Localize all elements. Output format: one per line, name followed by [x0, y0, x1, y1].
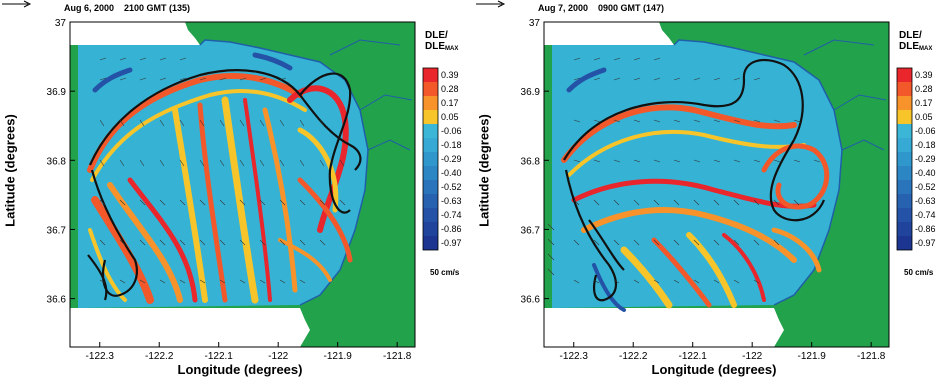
scale-label: 50 cm/s [904, 268, 934, 277]
y-tick-label: 37 [55, 18, 67, 29]
panel-title: Aug 7, 2000 0900 GMT (147) [538, 3, 665, 13]
x-tick-label: -121.8 [383, 351, 412, 362]
y-tick-label: 36.6 [521, 295, 541, 306]
x-tick-label: -122 [268, 351, 288, 362]
y-tick-label: 36.9 [521, 87, 541, 98]
colorbar-title: DLE/ DLEMAX [899, 30, 932, 55]
y-tick-label: 36.6 [47, 295, 67, 306]
y-tick-label: 36.8 [521, 156, 541, 167]
velocity-arrows [99, 57, 346, 284]
scale-arrow-icon [2, 0, 32, 8]
x-tick-label: -122.2 [619, 351, 648, 362]
x-tick-label: -122.3 [86, 351, 115, 362]
panel-right: -122.3 -122.2 -122.1 -122 -121.9 -121.8 36.6 36… [474, 0, 947, 383]
scale-label: 50 cm/s [430, 268, 460, 277]
x-tick-label: -122.3 [560, 351, 589, 362]
y-tick-label: 36.9 [47, 87, 67, 98]
x-tick-label: -122.1 [679, 351, 708, 362]
colorbar-title-sub: MAX [919, 46, 933, 52]
x-tick-label: -121.8 [857, 351, 886, 362]
y-tick-label: 37 [529, 18, 541, 29]
y-axis-label: Latitude (degrees) [476, 114, 492, 227]
ocean-area [78, 40, 368, 308]
x-tick-label: -122 [742, 351, 762, 362]
panel-title: Aug 6, 2000 2100 GMT (135) [64, 3, 191, 13]
y-tick-label: 36.7 [47, 225, 67, 236]
map-svg: -122.3 -122.2 -122.1 -122 -121.9 -121.8 36.6 36… [521, 18, 890, 362]
panel-left: -122.3 -122.2 -122.1 -122 -121.9 -121.8 36.6 36… [0, 0, 473, 383]
x-tick-label: -122.2 [145, 351, 174, 362]
ridge-lines [563, 58, 826, 302]
scale-arrow-icon [476, 0, 506, 8]
plot-frame [69, 21, 416, 348]
plot-frame [543, 21, 890, 348]
axes: -122.3 -122.2 -122.1 -122 -121.9 -121.8 36.6 36… [47, 18, 412, 362]
axes: -122.3 -122.2 -122.1 -122 -121.9 -121.8 36.6 36… [521, 18, 886, 362]
colorbar-title-top: DLE/ [899, 30, 922, 41]
y-tick-label: 36.8 [47, 156, 67, 167]
x-axis-label: Longitude (degrees) [651, 362, 777, 377]
ridge-lines [87, 69, 362, 301]
map-svg: -122.3 -122.2 -122.1 -122 -121.9 -121.8 36.6 36… [47, 18, 416, 362]
dle-field [561, 67, 830, 312]
colorbar-title: DLE/ DLEMAX [425, 30, 458, 55]
x-axis-label: Longitude (degrees) [177, 362, 303, 377]
x-tick-label: -121.9 [797, 351, 826, 362]
y-tick-label: 36.7 [521, 225, 541, 236]
x-tick-label: -121.9 [323, 351, 352, 362]
y-axis-label: Latitude (degrees) [2, 114, 18, 227]
colorbar-title-main: DLE [899, 41, 919, 52]
x-tick-label: -122.1 [205, 351, 234, 362]
colorbar-title-sub: MAX [445, 46, 459, 52]
velocity-arrows [547, 57, 821, 284]
colorbar-title-main: DLE [425, 41, 445, 52]
colorbar-title-top: DLE/ [425, 30, 448, 41]
